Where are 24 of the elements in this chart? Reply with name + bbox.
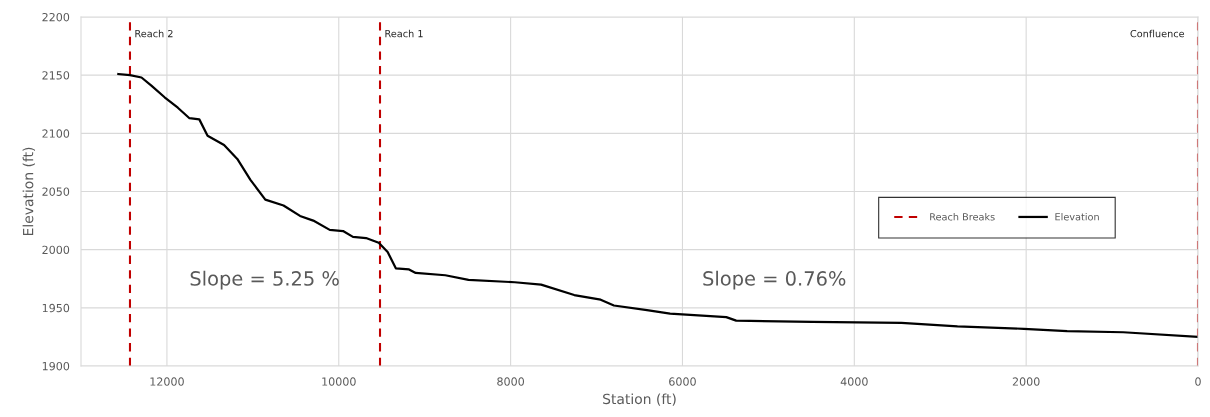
y-tick-label: 1950 [42,303,70,313]
x-axis-title: Station (ft) [603,393,676,406]
legend-label: Reach Breaks [930,212,995,221]
y-tick-label: 2100 [42,129,70,138]
x-tick-label: 6000 [669,377,696,386]
x-tick-label: 10000 [322,377,356,386]
line-series [117,72,1198,339]
legend-label: Elevation [1055,212,1099,221]
annotation: Reach 1 [385,29,423,38]
annotation: Reach 2 [135,29,173,38]
annotation: Slope = 0.76% [703,270,846,290]
x-tick-label: 4000 [840,377,868,386]
x-tick-label: 12000 [150,377,184,386]
y-tick-label: 1900 [42,361,70,371]
x-tick-label: 2000 [1012,377,1040,386]
x-tick-label: 8000 [497,377,525,386]
annotation: Confluence [1130,29,1185,38]
x-tick-label: 0 [1195,377,1201,386]
y-tick-label: 2000 [42,245,70,255]
y-tick-label: 2150 [42,71,70,80]
y-tick-label: 2200 [42,12,70,22]
annotation: Slope = 5.25 % [190,270,339,290]
y-axis-title: Elevation (ft) [22,147,35,236]
y-tick-label: 2050 [42,187,70,196]
